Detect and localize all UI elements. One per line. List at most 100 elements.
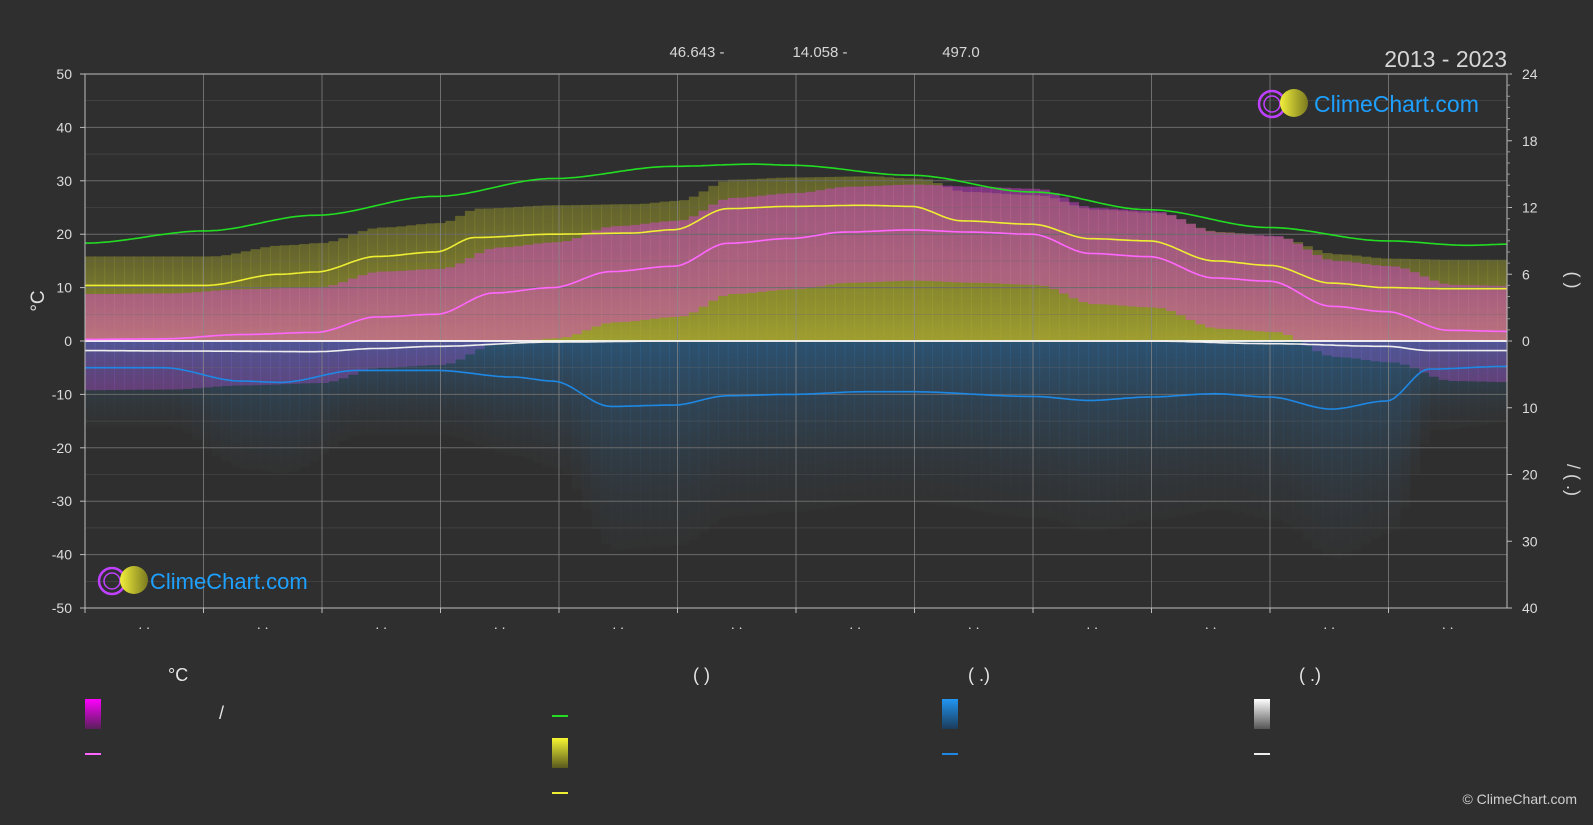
- temperature-band: [1107, 208, 1119, 305]
- sunshine-band: [834, 176, 846, 341]
- sunshine-band: [1000, 193, 1011, 341]
- sunshine-band: [406, 225, 417, 341]
- logo-text: ClimeChart.com: [1314, 91, 1479, 117]
- left-tick-label: -10: [52, 386, 72, 402]
- precipitation-band: [338, 341, 349, 441]
- precipitation-band: [640, 341, 651, 549]
- temperature-band: [640, 223, 651, 320]
- precipitation-band: [815, 341, 826, 510]
- sunshine-band: [123, 256, 135, 341]
- temperature-band: [299, 287, 310, 384]
- temperature-band: [240, 289, 252, 386]
- precipitation-band: [153, 341, 164, 427]
- sunshine-band: [1341, 254, 1352, 341]
- temperature-band: [698, 210, 709, 307]
- precipitation-band: [289, 341, 300, 472]
- precipitation-band: [718, 341, 729, 519]
- temperature-band: [1497, 285, 1508, 383]
- temperature-band: [455, 263, 466, 360]
- sunshine-band: [104, 256, 115, 341]
- temperature-band: [688, 216, 700, 313]
- sunshine-band: [1438, 259, 1450, 341]
- precipitation-line-swatch: [942, 753, 958, 755]
- temperature-band: [357, 275, 369, 372]
- sunshine-band: [1497, 259, 1508, 341]
- temperature-band: [610, 226, 622, 323]
- precipitation-band: [688, 341, 700, 541]
- sunshine-band: [1468, 259, 1479, 341]
- sunshine-band: [260, 247, 271, 341]
- snow-line-swatch: [1254, 753, 1270, 755]
- precipitation-band: [708, 341, 719, 525]
- sunshine-band: [932, 183, 943, 341]
- right-axis-title-precip: / ( .): [1563, 464, 1583, 496]
- sunshine-band: [523, 206, 534, 341]
- temperature-band: [1078, 206, 1089, 303]
- sunshine-band: [1049, 198, 1060, 341]
- temperature-band: [1234, 233, 1245, 330]
- sunshine-band: [1010, 194, 1021, 341]
- snow-swatch: [1254, 699, 1270, 729]
- temperature-band: [1156, 212, 1167, 309]
- precipitation-band: [669, 341, 680, 547]
- precip-line: [85, 365, 1507, 410]
- sunshine-band: [240, 251, 252, 341]
- logo-top[interactable]: ClimeChart.com: [1257, 89, 1479, 119]
- precipitation-band: [1468, 341, 1479, 427]
- temperature-band: [1000, 187, 1011, 284]
- precipitation-band: [844, 341, 856, 505]
- sunshine-band: [1282, 238, 1294, 341]
- sunshine-band: [328, 241, 339, 341]
- temp_mean-line: [85, 229, 1507, 341]
- precipitation-band: [260, 341, 271, 472]
- sunshine-band: [153, 256, 164, 341]
- sunshine-band: [1175, 219, 1187, 341]
- precipitation-band: [240, 341, 252, 470]
- temperature-band: [406, 270, 417, 367]
- sunshine-band: [630, 204, 641, 341]
- precipitation-band: [1429, 341, 1440, 431]
- temperature-band: [542, 242, 554, 339]
- precipitation-band: [1175, 341, 1187, 517]
- sunshine-range-swatch: [552, 738, 568, 768]
- sunshine-band: [1214, 231, 1226, 341]
- precipitation-band: [922, 341, 933, 504]
- temperature-band: [279, 288, 291, 385]
- temperature-band: [1438, 283, 1450, 380]
- precipitation-band: [552, 341, 563, 470]
- month-tick-label: . .: [1086, 616, 1098, 632]
- sunshine-band: [1058, 201, 1070, 341]
- precipitation-band: [1419, 341, 1430, 445]
- sunshine-band: [1078, 208, 1089, 341]
- precipitation-band: [133, 341, 145, 427]
- sunshine-band: [162, 256, 174, 341]
- temperature-band: [533, 243, 544, 340]
- precipitation-band: [971, 341, 982, 511]
- temperature-band: [1487, 285, 1498, 382]
- precipitation-band: [737, 341, 748, 516]
- precipitation-band: [805, 341, 817, 511]
- temperature-band: [201, 291, 213, 388]
- logo-sun-icon: [120, 566, 148, 594]
- sunshine-band: [94, 256, 106, 341]
- precipitation-band: [1438, 341, 1450, 431]
- sunshine-band: [1166, 215, 1177, 341]
- precipitation-band: [386, 341, 398, 435]
- temperature-band: [825, 188, 836, 285]
- precipitation-band: [1039, 341, 1050, 519]
- temperature-band: [883, 185, 894, 282]
- temperature-band: [1321, 259, 1333, 356]
- temperature-band: [562, 241, 573, 338]
- logo-bottom[interactable]: ClimeChart.com: [97, 566, 308, 596]
- sunshine-band: [425, 223, 437, 341]
- temperature-band: [990, 187, 1002, 284]
- sunshine-band: [922, 179, 933, 341]
- temperature-band: [318, 286, 330, 384]
- precipitation-band: [1390, 341, 1401, 531]
- temperature-band: [396, 270, 408, 368]
- temperature-band: [1448, 284, 1459, 382]
- precipitation-band: [474, 341, 485, 446]
- precipitation-band: [85, 341, 96, 427]
- temperature-band: [1351, 262, 1362, 359]
